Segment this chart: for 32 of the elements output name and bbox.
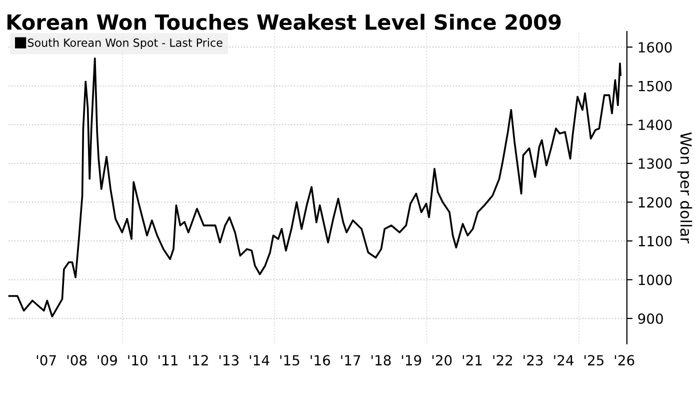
x-tick-label: '21	[462, 355, 482, 366]
x-tick-label: '24	[554, 355, 574, 366]
x-tick-label: '22	[493, 355, 512, 366]
x-tick-label: '15	[280, 355, 300, 366]
line-series	[8, 57, 622, 318]
y-axis-title: Won per dollar	[677, 132, 692, 244]
x-tick-label: '09	[98, 355, 117, 366]
y-tick-label: 1400	[638, 120, 672, 130]
legend-label: South Korean Won Spot - Last Price	[28, 38, 222, 50]
y-tick-label: 1200	[638, 197, 672, 208]
x-tick-label: '10	[128, 355, 148, 366]
y-tick-label: 1500	[638, 80, 672, 92]
x-tick-label: '08	[67, 355, 87, 366]
x-tick-label: '18	[372, 355, 391, 366]
x-tick-label: '26	[614, 355, 634, 366]
y-tick-label: 1600	[638, 42, 672, 53]
x-tick-label: '25	[584, 355, 604, 366]
x-tick-label: '14	[250, 355, 270, 366]
y-tick-label: 900	[638, 313, 663, 324]
x-tick-label: '11	[158, 355, 178, 366]
x-tick-label: '13	[219, 355, 239, 366]
y-tick-label: 1300	[638, 158, 672, 169]
x-tick-label: '16	[310, 355, 330, 366]
x-tick-label: '23	[524, 355, 543, 366]
x-tick-label: '19	[402, 355, 422, 366]
x-tick-label: '17	[341, 355, 360, 366]
x-tick-label: '07	[36, 355, 56, 366]
y-tick-label: 1100	[638, 236, 672, 246]
x-tick-label: '20	[432, 355, 452, 366]
x-tick-label: '12	[189, 355, 208, 366]
y-tick-label: 1000	[638, 274, 672, 286]
chart-title: Korean Won Touches Weakest Level Since 2009	[7, 14, 561, 30]
